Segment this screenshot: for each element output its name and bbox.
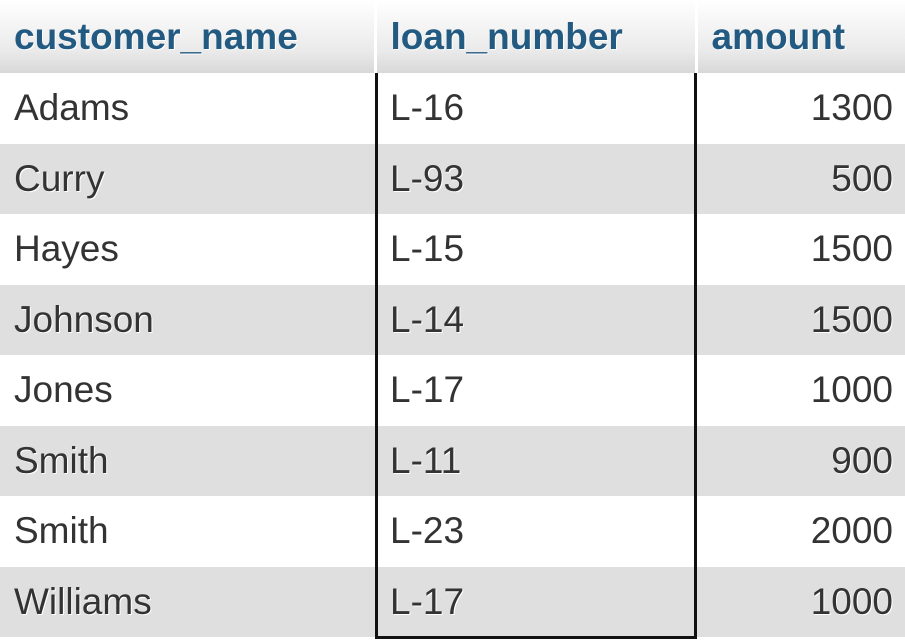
loan-number-cell[interactable]: L-15 [375,214,696,285]
amount-cell[interactable]: 2000 [696,496,905,567]
table-row[interactable]: Adams L-16 1300 [0,73,905,144]
loan-number-cell[interactable]: L-17 [375,566,696,637]
loan-number-cell[interactable]: L-16 [375,73,696,144]
amount-cell[interactable]: 1500 [696,284,905,355]
customer-name-cell[interactable]: Williams [0,566,375,637]
header-row: customer_name loan_number amount [0,0,905,73]
table-row[interactable]: Smith L-23 2000 [0,496,905,567]
table-row[interactable]: Johnson L-14 1500 [0,284,905,355]
customer-name-cell[interactable]: Jones [0,355,375,426]
table-row[interactable]: Curry L-93 500 [0,143,905,214]
loan-number-cell[interactable]: L-11 [375,425,696,496]
amount-cell[interactable]: 500 [696,143,905,214]
customer-name-cell[interactable]: Smith [0,425,375,496]
column-header-customer-name[interactable]: customer_name [0,0,377,73]
loan-number-cell[interactable]: L-93 [375,143,696,214]
customer-name-cell[interactable]: Hayes [0,214,375,285]
amount-cell[interactable]: 900 [696,425,905,496]
customer-name-cell[interactable]: Adams [0,73,375,144]
loan-number-cell[interactable]: L-14 [375,284,696,355]
customer-name-cell[interactable]: Johnson [0,284,375,355]
column-header-loan-number[interactable]: loan_number [375,0,698,73]
amount-cell[interactable]: 1300 [696,73,905,144]
table-row[interactable]: Jones L-17 1000 [0,355,905,426]
amount-cell[interactable]: 1500 [696,214,905,285]
loan-number-cell[interactable]: L-23 [375,496,696,567]
customer-name-cell[interactable]: Smith [0,496,375,567]
amount-cell[interactable]: 1000 [696,355,905,426]
amount-cell[interactable]: 1000 [696,566,905,637]
table-row[interactable]: Smith L-11 900 [0,425,905,496]
loan-number-cell[interactable]: L-17 [375,355,696,426]
table-row[interactable]: Williams L-17 1000 [0,566,905,637]
table-row[interactable]: Hayes L-15 1500 [0,214,905,285]
column-header-amount[interactable]: amount [696,0,905,73]
customer-name-cell[interactable]: Curry [0,143,375,214]
